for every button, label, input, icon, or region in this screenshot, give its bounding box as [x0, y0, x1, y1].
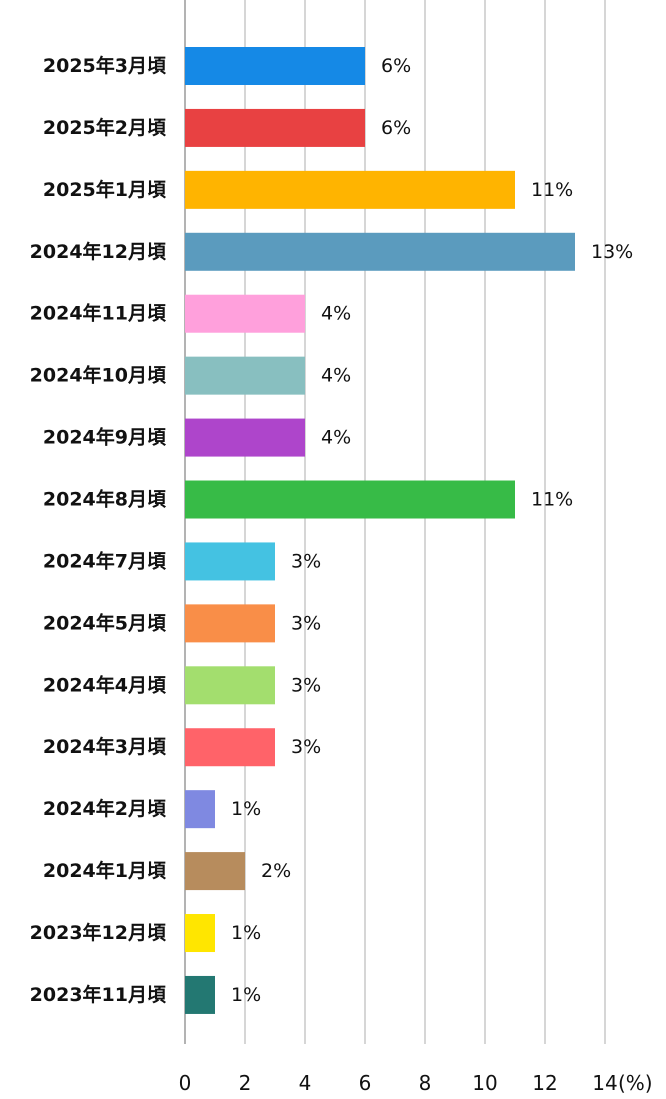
bar [185, 542, 275, 581]
x-tick-label: 0 [179, 1071, 192, 1095]
category-label: 2024年2月頃 [43, 797, 167, 820]
data-label: 4% [321, 427, 351, 449]
data-label: 3% [291, 674, 321, 696]
category-label: 2024年8月頃 [43, 488, 167, 511]
category-label: 2025年1月頃 [43, 178, 167, 201]
category-label: 2024年12月頃 [30, 240, 167, 263]
category-label: 2024年3月頃 [43, 735, 167, 758]
data-label: 1% [231, 922, 261, 944]
x-axis-ticks: 0 2 4 6 8 10 12 14 (%) [179, 1071, 653, 1095]
bar [185, 728, 275, 767]
data-label: 2% [261, 860, 291, 882]
category-label: 2024年10月頃 [30, 364, 167, 387]
bar [185, 170, 515, 209]
data-label: 4% [321, 365, 351, 387]
category-labels: 2025年3月頃 2025年2月頃 2025年1月頃 2024年12月頃 2024年11… [30, 54, 167, 1006]
bar [185, 47, 365, 85]
bar [185, 666, 275, 705]
bar [185, 604, 275, 643]
value-labels: 6% 6% 11% 13% 4% 4% 4% 11% 3% 3% 3% 3% 1% 2% 1% 1% [231, 55, 633, 1006]
bar [185, 294, 305, 333]
x-tick-label: 2 [239, 1071, 252, 1095]
category-label: 2023年11月頃 [30, 983, 167, 1006]
data-label: 13% [591, 241, 633, 263]
data-label: 6% [381, 117, 411, 139]
x-tick-label: 8 [419, 1071, 432, 1095]
x-tick-label: 14 [592, 1071, 617, 1095]
data-label: 3% [291, 736, 321, 758]
bar [185, 108, 365, 147]
category-label: 2024年9月頃 [43, 426, 167, 449]
data-label: 6% [381, 55, 411, 77]
x-tick-label: 4 [299, 1071, 312, 1095]
bar [185, 480, 515, 519]
bar [185, 975, 215, 1014]
bars [185, 47, 575, 1014]
category-label: 2024年7月頃 [43, 549, 167, 572]
data-label: 1% [231, 984, 261, 1006]
data-label: 4% [321, 303, 351, 325]
data-label: 11% [531, 179, 573, 201]
category-label: 2023年12月頃 [30, 921, 167, 944]
category-label: 2024年11月頃 [30, 302, 167, 325]
category-label: 2024年1月頃 [43, 859, 167, 882]
category-label: 2025年3月頃 [43, 54, 167, 77]
data-label: 3% [291, 612, 321, 634]
category-label: 2024年4月頃 [43, 673, 167, 696]
data-label: 3% [291, 550, 321, 572]
x-axis-unit: (%) [618, 1071, 653, 1095]
bar [185, 852, 245, 891]
bar [185, 232, 575, 271]
bar [185, 914, 215, 953]
category-label: 2024年5月頃 [43, 611, 167, 634]
data-label: 1% [231, 798, 261, 820]
category-label: 2025年2月頃 [43, 116, 167, 139]
x-tick-label: 12 [532, 1071, 557, 1095]
bar [185, 356, 305, 395]
data-label: 11% [531, 489, 573, 511]
x-tick-label: 10 [472, 1071, 497, 1095]
grid-lines [184, 0, 606, 1044]
bar [185, 790, 215, 829]
bar [185, 418, 305, 457]
x-tick-label: 6 [359, 1071, 372, 1095]
